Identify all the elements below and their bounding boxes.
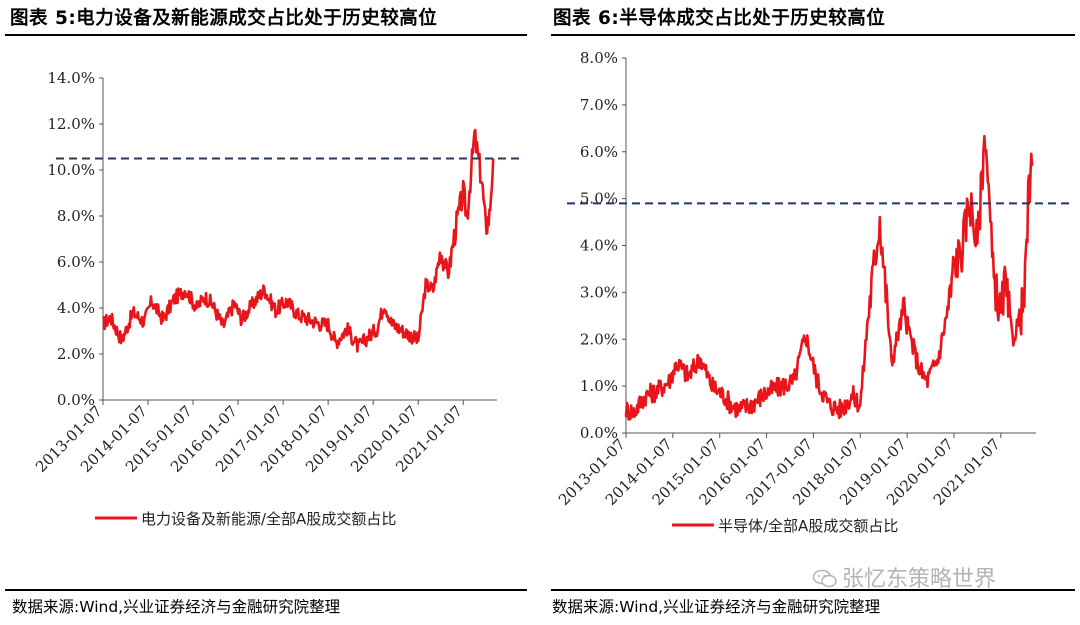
panel-1-title-rule (5, 34, 527, 36)
y-tick-label: 5.0% (580, 190, 618, 208)
legend-label: 电力设备及新能源/全部A股成交额占比 (141, 510, 396, 528)
legend-label: 半导体/全部A股成交额占比 (718, 517, 898, 535)
y-tick-label: 8.0% (57, 207, 95, 225)
y-tick-label: 4.0% (57, 299, 95, 317)
y-tick-label: 1.0% (580, 377, 618, 395)
y-tick-label: 14.0% (47, 69, 95, 87)
y-tick-label: 6.0% (57, 253, 95, 271)
y-tick-label: 12.0% (47, 115, 95, 133)
panel-1-source-rule (5, 589, 527, 591)
panel-2-title: 图表 6:半导体成交占比处于历史较高位 (553, 8, 886, 29)
y-tick-label: 7.0% (580, 96, 618, 114)
y-tick-label: 2.0% (580, 330, 618, 348)
y-tick-label: 8.0% (580, 49, 618, 67)
chart-2: 0.0%1.0%2.0%3.0%4.0%5.0%6.0%7.0%8.0%2013… (555, 49, 1072, 535)
y-tick-label: 3.0% (580, 283, 618, 301)
y-tick-label: 10.0% (47, 161, 95, 179)
series-line (624, 134, 1034, 421)
series-line (101, 128, 495, 353)
y-tick-label: 0.0% (57, 391, 95, 409)
wechat-icon (812, 569, 837, 588)
panel-2-source: 数据来源:Wind,兴业证券经济与金融研究院整理 (552, 598, 881, 616)
watermark-text: 张忆东策略世界 (842, 567, 997, 592)
chart-1: 0.0%2.0%4.0%6.0%8.0%10.0%12.0%14.0%2013-… (32, 69, 519, 528)
panel-1-title: 图表 5:电力设备及新能源成交占比处于历史较高位 (10, 8, 438, 29)
y-tick-label: 6.0% (580, 143, 618, 161)
panel-2-title-rule (551, 34, 1075, 36)
y-tick-label: 4.0% (580, 237, 618, 255)
y-tick-label: 2.0% (57, 345, 95, 363)
panel-1-source: 数据来源:Wind,兴业证券经济与金融研究院整理 (12, 598, 341, 616)
watermark: 张忆东策略世界 (812, 561, 996, 593)
y-tick-label: 0.0% (580, 424, 618, 442)
panel-2-source-rule (551, 589, 1075, 591)
